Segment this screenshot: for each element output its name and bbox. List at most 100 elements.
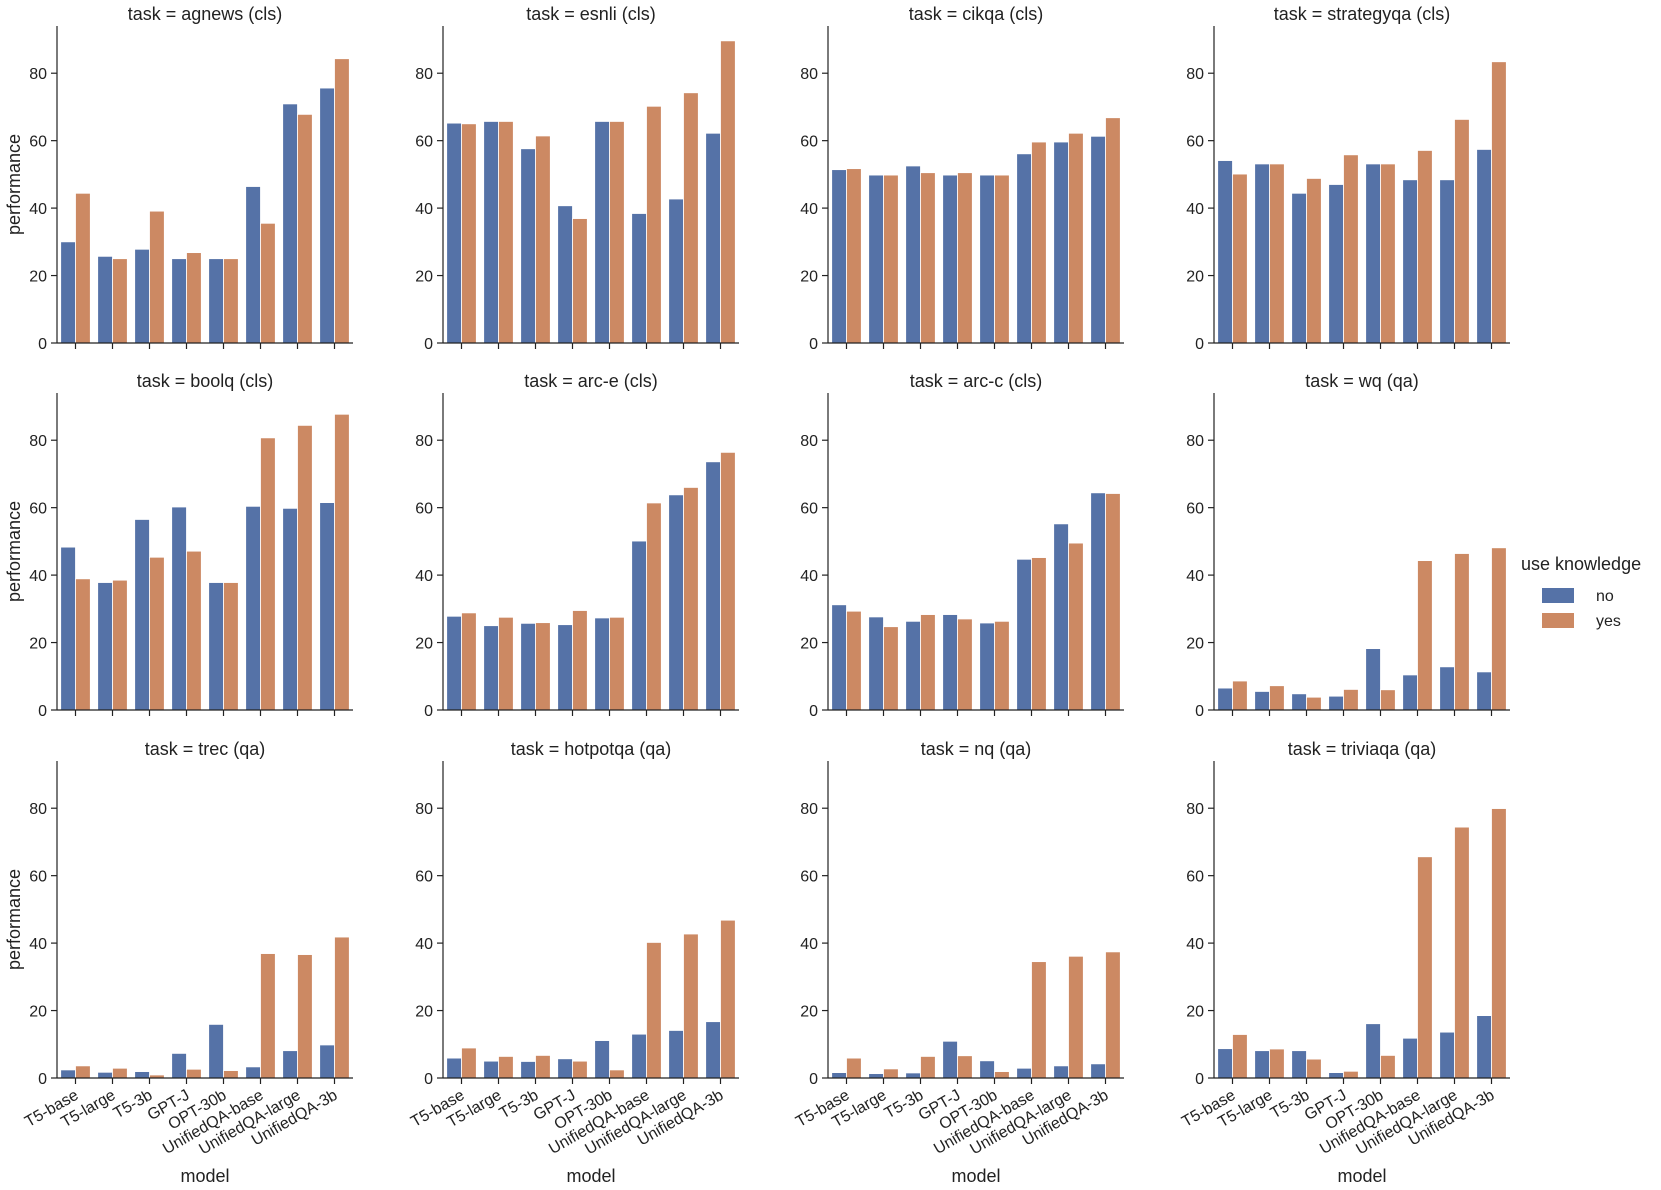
bar-yes-T5-3b — [535, 1055, 551, 1079]
y-tick-label: 60 — [415, 134, 433, 151]
panel-title: task = strategyqa (cls) — [1274, 4, 1451, 24]
bar-yes-OPT-30b — [609, 616, 625, 711]
y-tick-label: 60 — [800, 501, 818, 518]
y-tick-label: 40 — [29, 936, 47, 953]
bar-no-GPT-J — [1328, 1072, 1344, 1079]
bar-yes-T5-3b — [1306, 696, 1322, 711]
bar-no-UnifiedQA-large — [1053, 1065, 1069, 1079]
y-tick-label: 60 — [1186, 501, 1204, 518]
bar-yes-UnifiedQA-large — [1454, 553, 1470, 711]
bar-no-T5-3b — [134, 519, 150, 711]
bar-no-OPT-30b — [979, 1060, 995, 1079]
bar-yes-UnifiedQA-3b — [334, 413, 350, 711]
panel-cikqa: task = cikqa (cls) 0 20 40 60 80 — [800, 4, 1124, 353]
x-axis-label: model — [1337, 1166, 1386, 1186]
y-tick-label: 0 — [424, 1071, 433, 1088]
bar-yes-GPT-J — [957, 1055, 973, 1079]
y-tick-label: 0 — [424, 336, 433, 353]
bar-yes-OPT-30b — [609, 1069, 625, 1079]
bar-no-T5-3b — [905, 620, 921, 711]
y-axis-label: performance — [4, 134, 24, 235]
bar-no-UnifiedQA-3b — [1476, 671, 1492, 711]
bar-yes-GPT-J — [1343, 1070, 1359, 1079]
bar-no-T5-large — [1254, 691, 1270, 711]
y-tick-label: 20 — [415, 636, 433, 653]
bar-yes-T5-base — [846, 168, 862, 344]
y-tick-label: 80 — [1186, 433, 1204, 450]
bar-yes-T5-large — [883, 174, 899, 344]
bar-yes-UnifiedQA-large — [1454, 826, 1470, 1079]
bar-yes-UnifiedQA-3b — [720, 40, 736, 344]
bar-yes-UnifiedQA-base — [646, 942, 662, 1079]
bar-no-UnifiedQA-large — [282, 507, 298, 711]
bar-yes-UnifiedQA-base — [646, 502, 662, 711]
bar-yes-T5-base — [1232, 173, 1248, 344]
bar-no-UnifiedQA-3b — [319, 87, 335, 344]
bar-no-UnifiedQA-3b — [1476, 149, 1492, 344]
bar-yes-T5-large — [1269, 163, 1285, 344]
y-tick-label: 0 — [1195, 1071, 1204, 1088]
bar-yes-UnifiedQA-large — [683, 92, 699, 344]
panel-title: task = esnli (cls) — [526, 4, 656, 24]
bar-no-T5-3b — [905, 165, 921, 344]
y-tick-label: 0 — [424, 703, 433, 720]
y-axis-label: performance — [4, 869, 24, 970]
bar-yes-UnifiedQA-3b — [720, 919, 736, 1079]
y-tick-label: 60 — [415, 869, 433, 886]
bar-yes-T5-base — [846, 610, 862, 711]
panel-agnews: task = agnews (cls) 0 20 40 60 80 performance — [4, 4, 353, 353]
bar-yes-T5-3b — [920, 1056, 936, 1079]
y-tick-label: 20 — [415, 1004, 433, 1021]
y-tick-label: 40 — [415, 568, 433, 585]
legend-label-yes: yes — [1596, 613, 1621, 630]
y-tick-label: 0 — [809, 703, 818, 720]
bar-no-T5-large — [483, 1060, 499, 1079]
bar-yes-T5-large — [883, 626, 899, 711]
bar-no-T5-3b — [520, 622, 536, 711]
bar-no-OPT-30b — [594, 1040, 610, 1079]
bar-no-GPT-J — [557, 624, 573, 711]
y-tick-label: 80 — [1186, 66, 1204, 83]
y-tick-label: 20 — [800, 636, 818, 653]
bar-yes-UnifiedQA-large — [297, 424, 313, 711]
y-tick-label: 60 — [800, 869, 818, 886]
y-tick-label: 40 — [415, 201, 433, 218]
bar-no-GPT-J — [1328, 695, 1344, 711]
y-tick-label: 20 — [415, 269, 433, 286]
bar-yes-OPT-30b — [1380, 163, 1396, 344]
bar-no-T5-3b — [520, 1061, 536, 1079]
bar-no-T5-large — [868, 616, 884, 711]
bar-no-OPT-30b — [1365, 648, 1381, 711]
panel-wq: task = wq (qa) 0 20 40 60 80 — [1186, 371, 1510, 720]
bar-yes-T5-large — [498, 616, 514, 711]
bar-yes-UnifiedQA-base — [1031, 557, 1047, 711]
bar-no-UnifiedQA-base — [631, 213, 647, 344]
legend: use knowledge no yes — [1521, 554, 1641, 630]
bar-no-T5-base — [1217, 160, 1233, 344]
bar-yes-T5-base — [461, 123, 477, 344]
bar-yes-UnifiedQA-3b — [1105, 493, 1121, 711]
panel-hotpotqa: task = hotpotqa (qa)020406080T5-baseT5-l… — [408, 739, 739, 1186]
y-tick-label: 60 — [29, 501, 47, 518]
bar-no-T5-large — [97, 582, 113, 711]
y-tick-label: 80 — [29, 66, 47, 83]
panel-title: task = hotpotqa (qa) — [511, 739, 672, 759]
bar-yes-T5-large — [112, 258, 128, 344]
y-tick-label: 0 — [1195, 703, 1204, 720]
bar-yes-T5-large — [498, 1056, 514, 1079]
legend-swatch-yes — [1542, 613, 1574, 628]
bar-yes-OPT-30b — [994, 620, 1010, 711]
y-tick-label: 60 — [800, 134, 818, 151]
y-tick-label: 20 — [800, 1004, 818, 1021]
bar-yes-GPT-J — [1343, 154, 1359, 344]
panel-trec: task = trec (qa)020406080T5-baseT5-large… — [4, 739, 353, 1186]
bar-no-UnifiedQA-3b — [1090, 492, 1106, 711]
y-tick-label: 20 — [29, 269, 47, 286]
bar-no-T5-3b — [520, 148, 536, 344]
panel-title: task = cikqa (cls) — [909, 4, 1044, 24]
y-tick-label: 20 — [29, 636, 47, 653]
y-tick-label: 0 — [809, 336, 818, 353]
y-tick-label: 20 — [1186, 636, 1204, 653]
y-tick-label: 0 — [809, 1071, 818, 1088]
bar-yes-UnifiedQA-base — [646, 105, 662, 344]
